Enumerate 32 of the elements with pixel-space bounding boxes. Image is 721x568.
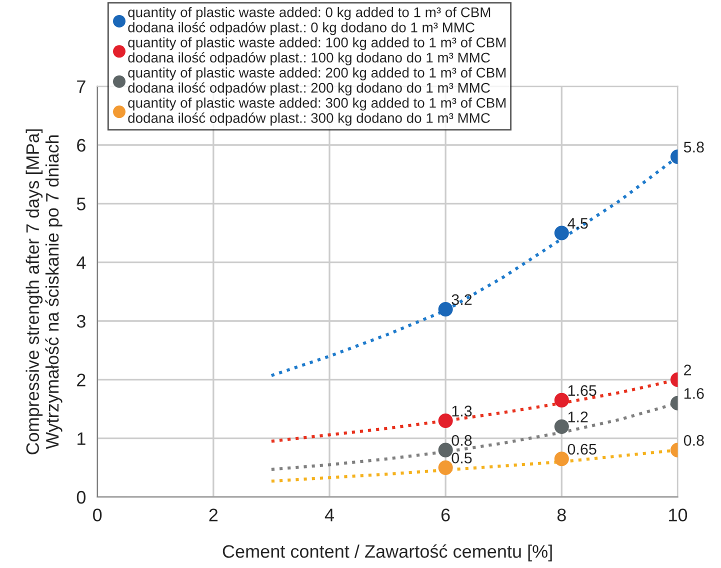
data-label: 2 [684,364,692,376]
y-tick-label: 5 [76,198,86,210]
legend-label: quantity of plastic waste added: 300 kg added to 1 m³ of CBM dodana ilość odpadów plast.: 300 kg dodano do 1 m³ MMC [128,98,506,126]
y-axis-title: Compressive strength after 7 days [MPa] Wytrzymałość na ściskanie po 7 dniach [26,129,62,454]
y-tick-label: 2 [77,374,86,386]
data-label: 1.3 [452,406,472,416]
y-tick-label: 3 [76,314,86,328]
point [438,460,453,475]
y-tick-label: 6 [77,138,86,152]
y-tick-label: 4 [76,256,86,269]
point [438,302,453,317]
point [438,442,453,458]
data-label: 0.5 [452,452,472,464]
y-tick-label: 0 [76,490,86,504]
data-label: 0.8 [684,435,704,446]
data-label: 1.65 [568,385,596,396]
y-tick-label: 1 [78,432,86,445]
x-tick-label: 8 [557,508,566,522]
data-label: 0.65 [568,444,596,455]
data-label: 1.6 [684,388,704,399]
x-tick-label: 0 [93,508,102,522]
point [438,413,453,428]
data-label: 0.8 [452,435,472,446]
x-tick-label: 6 [441,508,450,522]
x-axis-title: Cement content / Zawartość cementu [%] [222,544,552,562]
data-label: 4.5 [568,218,588,229]
x-tick-label: 4 [324,508,334,522]
x-tick-label: 2 [209,508,218,522]
data-label: 5.8 [684,142,704,153]
data-label: 1.2 [568,412,588,422]
x-tick-label: 10 [669,508,688,522]
y-tick-label: 7 [77,80,86,93]
